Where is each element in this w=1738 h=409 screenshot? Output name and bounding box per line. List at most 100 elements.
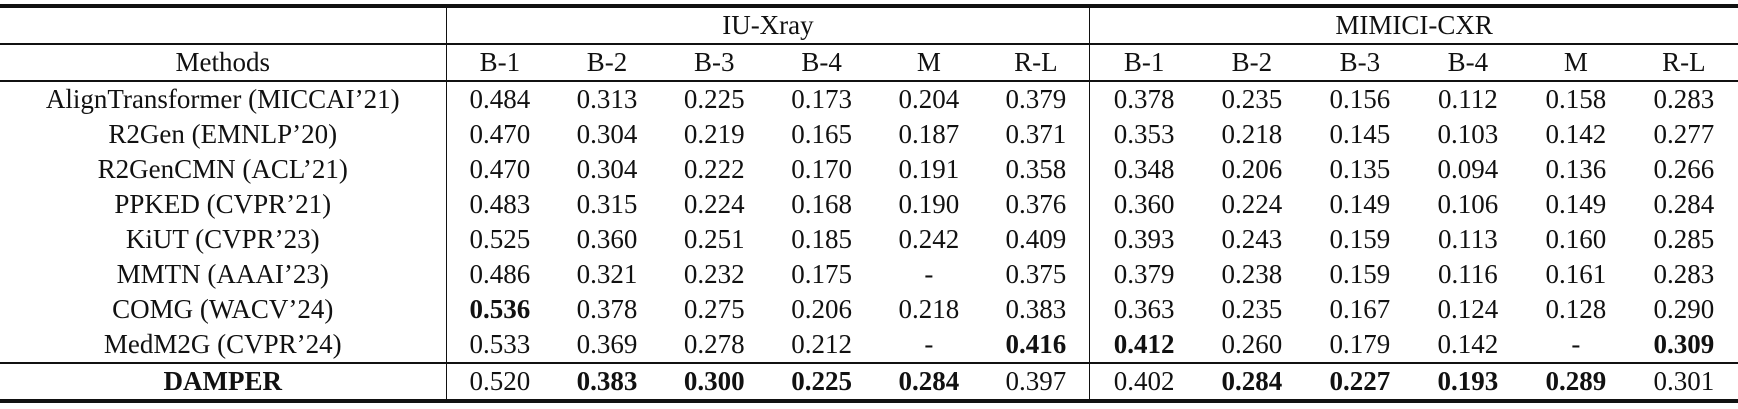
metric-cell: 0.232 [683, 259, 745, 289]
data-row: MMTN (AAAI’23) 0.486 0.321 0.232 0.175 - 0.375… [0, 257, 1738, 292]
column-header: B-1 [1089, 44, 1198, 82]
metric-cell: 0.124 [1437, 294, 1499, 324]
metric-cell: 0.289 [1521, 362, 1630, 403]
method-name: PPKED (CVPR’21) [114, 189, 332, 219]
method-name: KiUT (CVPR’23) [125, 224, 320, 254]
table-body: IU-Xray MIMICI-CXR Methods B-1 B-2 B-3 B-4 M R-L… [0, 4, 1738, 403]
metric-cell: 0.536 [445, 292, 554, 327]
method-name: MedM2G (CVPR’24) [103, 329, 342, 359]
metric-cell: 0.218 [898, 294, 960, 324]
method-name: R2GenCMN (ACL’21) [97, 154, 348, 184]
metric-cell: 0.360 [576, 224, 638, 254]
column-header: B-4 [1413, 44, 1522, 82]
metric-cell: 0.173 [791, 84, 852, 114]
column-header: B-3 [1305, 44, 1414, 82]
metric-cell: 0.301 [1629, 362, 1738, 403]
metric-cell: 0.284 [875, 362, 983, 403]
column-header: B-2 [1197, 44, 1306, 82]
metric-cell: 0.135 [1329, 154, 1391, 184]
column-header: B-2 [553, 44, 661, 82]
metric-cell: 0.309 [1653, 329, 1715, 359]
metric-cell: 0.283 [1653, 259, 1715, 289]
group-header: MIMICI-CXR [1089, 4, 1738, 45]
metric-cell: 0.353 [1089, 117, 1198, 152]
data-row: DAMPER 0.520 0.383 0.300 0.225 0.284 0.397 0.40… [0, 362, 1738, 403]
column-header: R-L [1629, 44, 1738, 82]
metric-cell: 0.225 [683, 84, 745, 114]
metric-cell: 0.378 [576, 294, 638, 324]
data-row: AlignTransformer (MICCAI’21) 0.484 0.313 0.… [0, 81, 1738, 117]
metric-cell: 0.321 [576, 259, 638, 289]
metric-cell: 0.397 [982, 362, 1090, 403]
results-table: IU-Xray MIMICI-CXR Methods B-1 B-2 B-3 B-4 M R-L… [0, 4, 1738, 403]
metric-cell: 0.358 [1005, 154, 1067, 184]
metric-cell: 0.243 [1221, 224, 1283, 254]
metric-cell: 0.360 [1089, 187, 1198, 222]
metric-cell: 0.179 [1329, 329, 1391, 359]
metric-cell: 0.483 [445, 187, 554, 222]
metric-cell: 0.161 [1545, 259, 1607, 289]
metric-cell: 0.160 [1545, 224, 1607, 254]
metric-cell: 0.304 [576, 154, 638, 184]
metric-cell: - [924, 259, 934, 289]
metric-cell: 0.393 [1089, 222, 1198, 257]
metric-cell: 0.290 [1653, 294, 1715, 324]
data-row: R2GenCMN (ACL’21) 0.470 0.304 0.222 0.170 0.1… [0, 152, 1738, 187]
metric-cell: 0.168 [791, 189, 852, 219]
column-header: R-L [982, 44, 1090, 82]
metric-cell: 0.113 [1437, 224, 1498, 254]
metric-cell: 0.238 [1221, 259, 1283, 289]
metric-cell: 0.225 [767, 362, 876, 403]
metric-cell: 0.142 [1437, 329, 1499, 359]
metric-cell: 0.402 [1089, 362, 1198, 403]
metric-cell: 0.313 [576, 84, 638, 114]
metric-cell: 0.266 [1653, 154, 1715, 184]
metric-cell: 0.484 [445, 81, 554, 117]
metric-cell: 0.128 [1545, 294, 1607, 324]
metric-cell: 0.170 [791, 154, 852, 184]
column-header: M [1521, 44, 1630, 82]
metric-cell: 0.142 [1545, 119, 1607, 149]
data-row: KiUT (CVPR’23) 0.525 0.360 0.251 0.185 0.242 0… [0, 222, 1738, 257]
metric-cell: 0.149 [1545, 189, 1607, 219]
method-name: AlignTransformer (MICCAI’21) [45, 84, 400, 114]
metric-cell: 0.383 [553, 362, 661, 403]
metric-cell: 0.242 [898, 224, 960, 254]
metric-cell: 0.112 [1437, 84, 1498, 114]
data-row: COMG (WACV’24) 0.536 0.378 0.275 0.206 0.218 0… [0, 292, 1738, 327]
metric-cell: 0.278 [683, 329, 745, 359]
metric-cell: 0.159 [1329, 259, 1391, 289]
metric-cell: 0.167 [1329, 294, 1391, 324]
metric-cell: 0.116 [1437, 259, 1498, 289]
metric-cell: 0.206 [1221, 154, 1283, 184]
data-row: MedM2G (CVPR’24) 0.533 0.369 0.278 0.212 - 0.4… [0, 327, 1738, 363]
metric-cell: 0.185 [791, 224, 852, 254]
metric-cell: 0.165 [791, 119, 852, 149]
data-row: PPKED (CVPR’21) 0.483 0.315 0.224 0.168 0.190… [0, 187, 1738, 222]
metric-cell: 0.363 [1089, 292, 1198, 327]
metric-cell: 0.251 [683, 224, 745, 254]
metric-cell: 0.284 [1197, 362, 1306, 403]
metric-cell: 0.275 [683, 294, 745, 324]
metric-cell: 0.486 [445, 257, 554, 292]
metric-cell: 0.409 [1005, 224, 1067, 254]
metric-cell: 0.283 [1653, 84, 1715, 114]
metric-cell: 0.284 [1653, 189, 1715, 219]
metric-cell: 0.136 [1545, 154, 1607, 184]
metric-cell: 0.304 [576, 119, 638, 149]
method-name: COMG (WACV’24) [112, 294, 334, 324]
metric-cell: 0.375 [1005, 259, 1067, 289]
metric-cell: 0.145 [1329, 119, 1391, 149]
metric-cell: 0.204 [898, 84, 960, 114]
metric-cell: 0.222 [683, 154, 745, 184]
group-header-row: IU-Xray MIMICI-CXR [0, 4, 1738, 45]
metric-cell: 0.212 [791, 329, 852, 359]
metric-cell: 0.190 [898, 189, 960, 219]
metric-cell: 0.159 [1329, 224, 1391, 254]
metric-cell: 0.533 [445, 327, 554, 363]
column-header: B-4 [767, 44, 876, 82]
column-header: M [875, 44, 983, 82]
metric-cell: 0.191 [898, 154, 960, 184]
metric-cell: 0.218 [1221, 119, 1283, 149]
group-header: IU-Xray [445, 4, 1090, 45]
